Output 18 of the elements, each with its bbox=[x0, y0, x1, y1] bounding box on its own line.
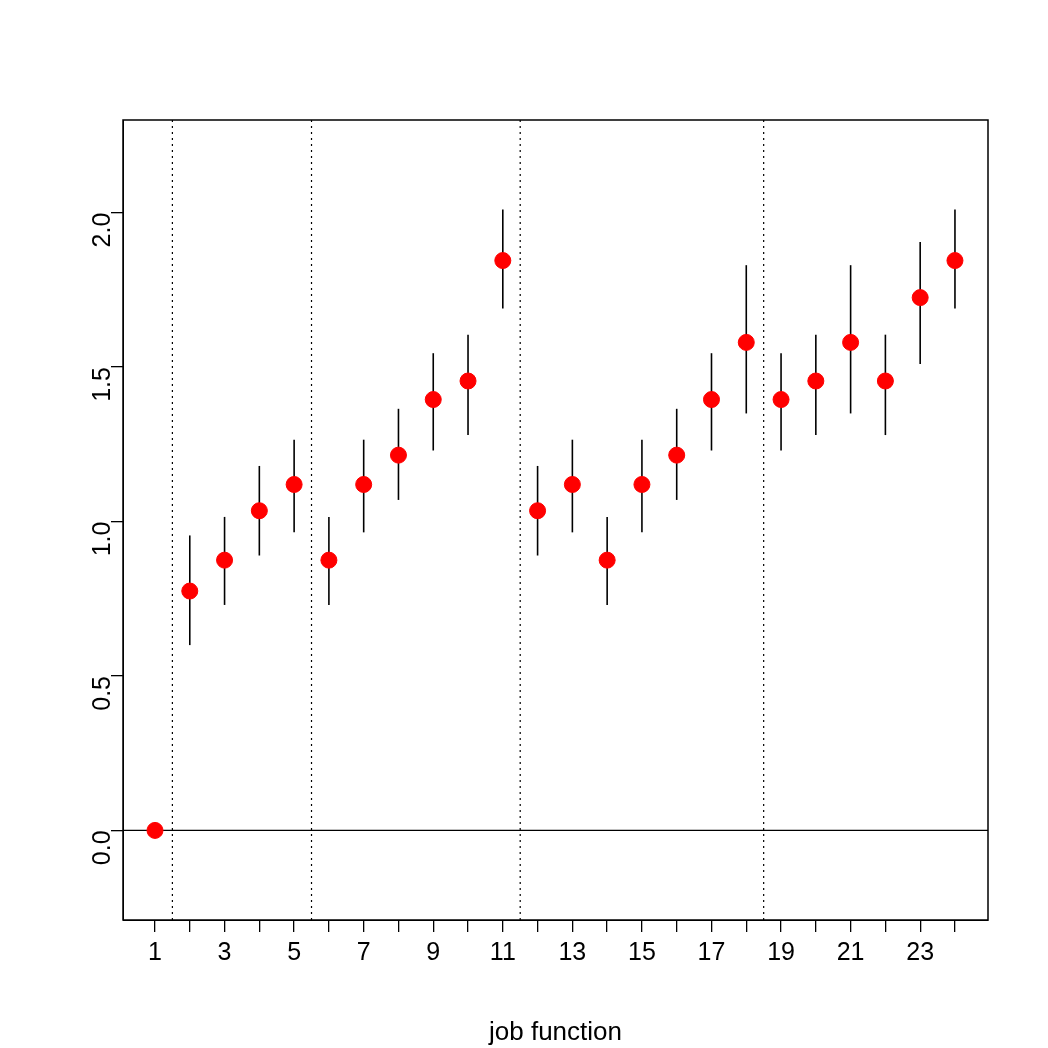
x-tick-label: 13 bbox=[558, 936, 587, 965]
x-tick-label: 23 bbox=[906, 936, 935, 965]
x-tick-label: 19 bbox=[767, 936, 795, 965]
x-tick-label: 3 bbox=[217, 936, 232, 965]
x-tick-label: 21 bbox=[836, 936, 865, 965]
y-tick-label: 0.5 bbox=[86, 675, 115, 711]
x-axis-title: job function bbox=[488, 1015, 622, 1046]
x-tick-label: 11 bbox=[489, 936, 516, 965]
x-tick-label: 1 bbox=[148, 936, 162, 965]
x-tick-label: 17 bbox=[697, 936, 726, 965]
y-tick-label: 2.0 bbox=[86, 212, 115, 248]
y-tick-label: 1.5 bbox=[86, 367, 115, 402]
y-tick-label: 0.0 bbox=[86, 830, 115, 866]
x-tick-label: 9 bbox=[426, 936, 441, 965]
y-tick-label: 1.0 bbox=[86, 521, 115, 557]
x-tick-label: 15 bbox=[628, 936, 656, 965]
x-tick-label: 5 bbox=[287, 936, 302, 965]
x-tick-label: 7 bbox=[356, 936, 371, 965]
